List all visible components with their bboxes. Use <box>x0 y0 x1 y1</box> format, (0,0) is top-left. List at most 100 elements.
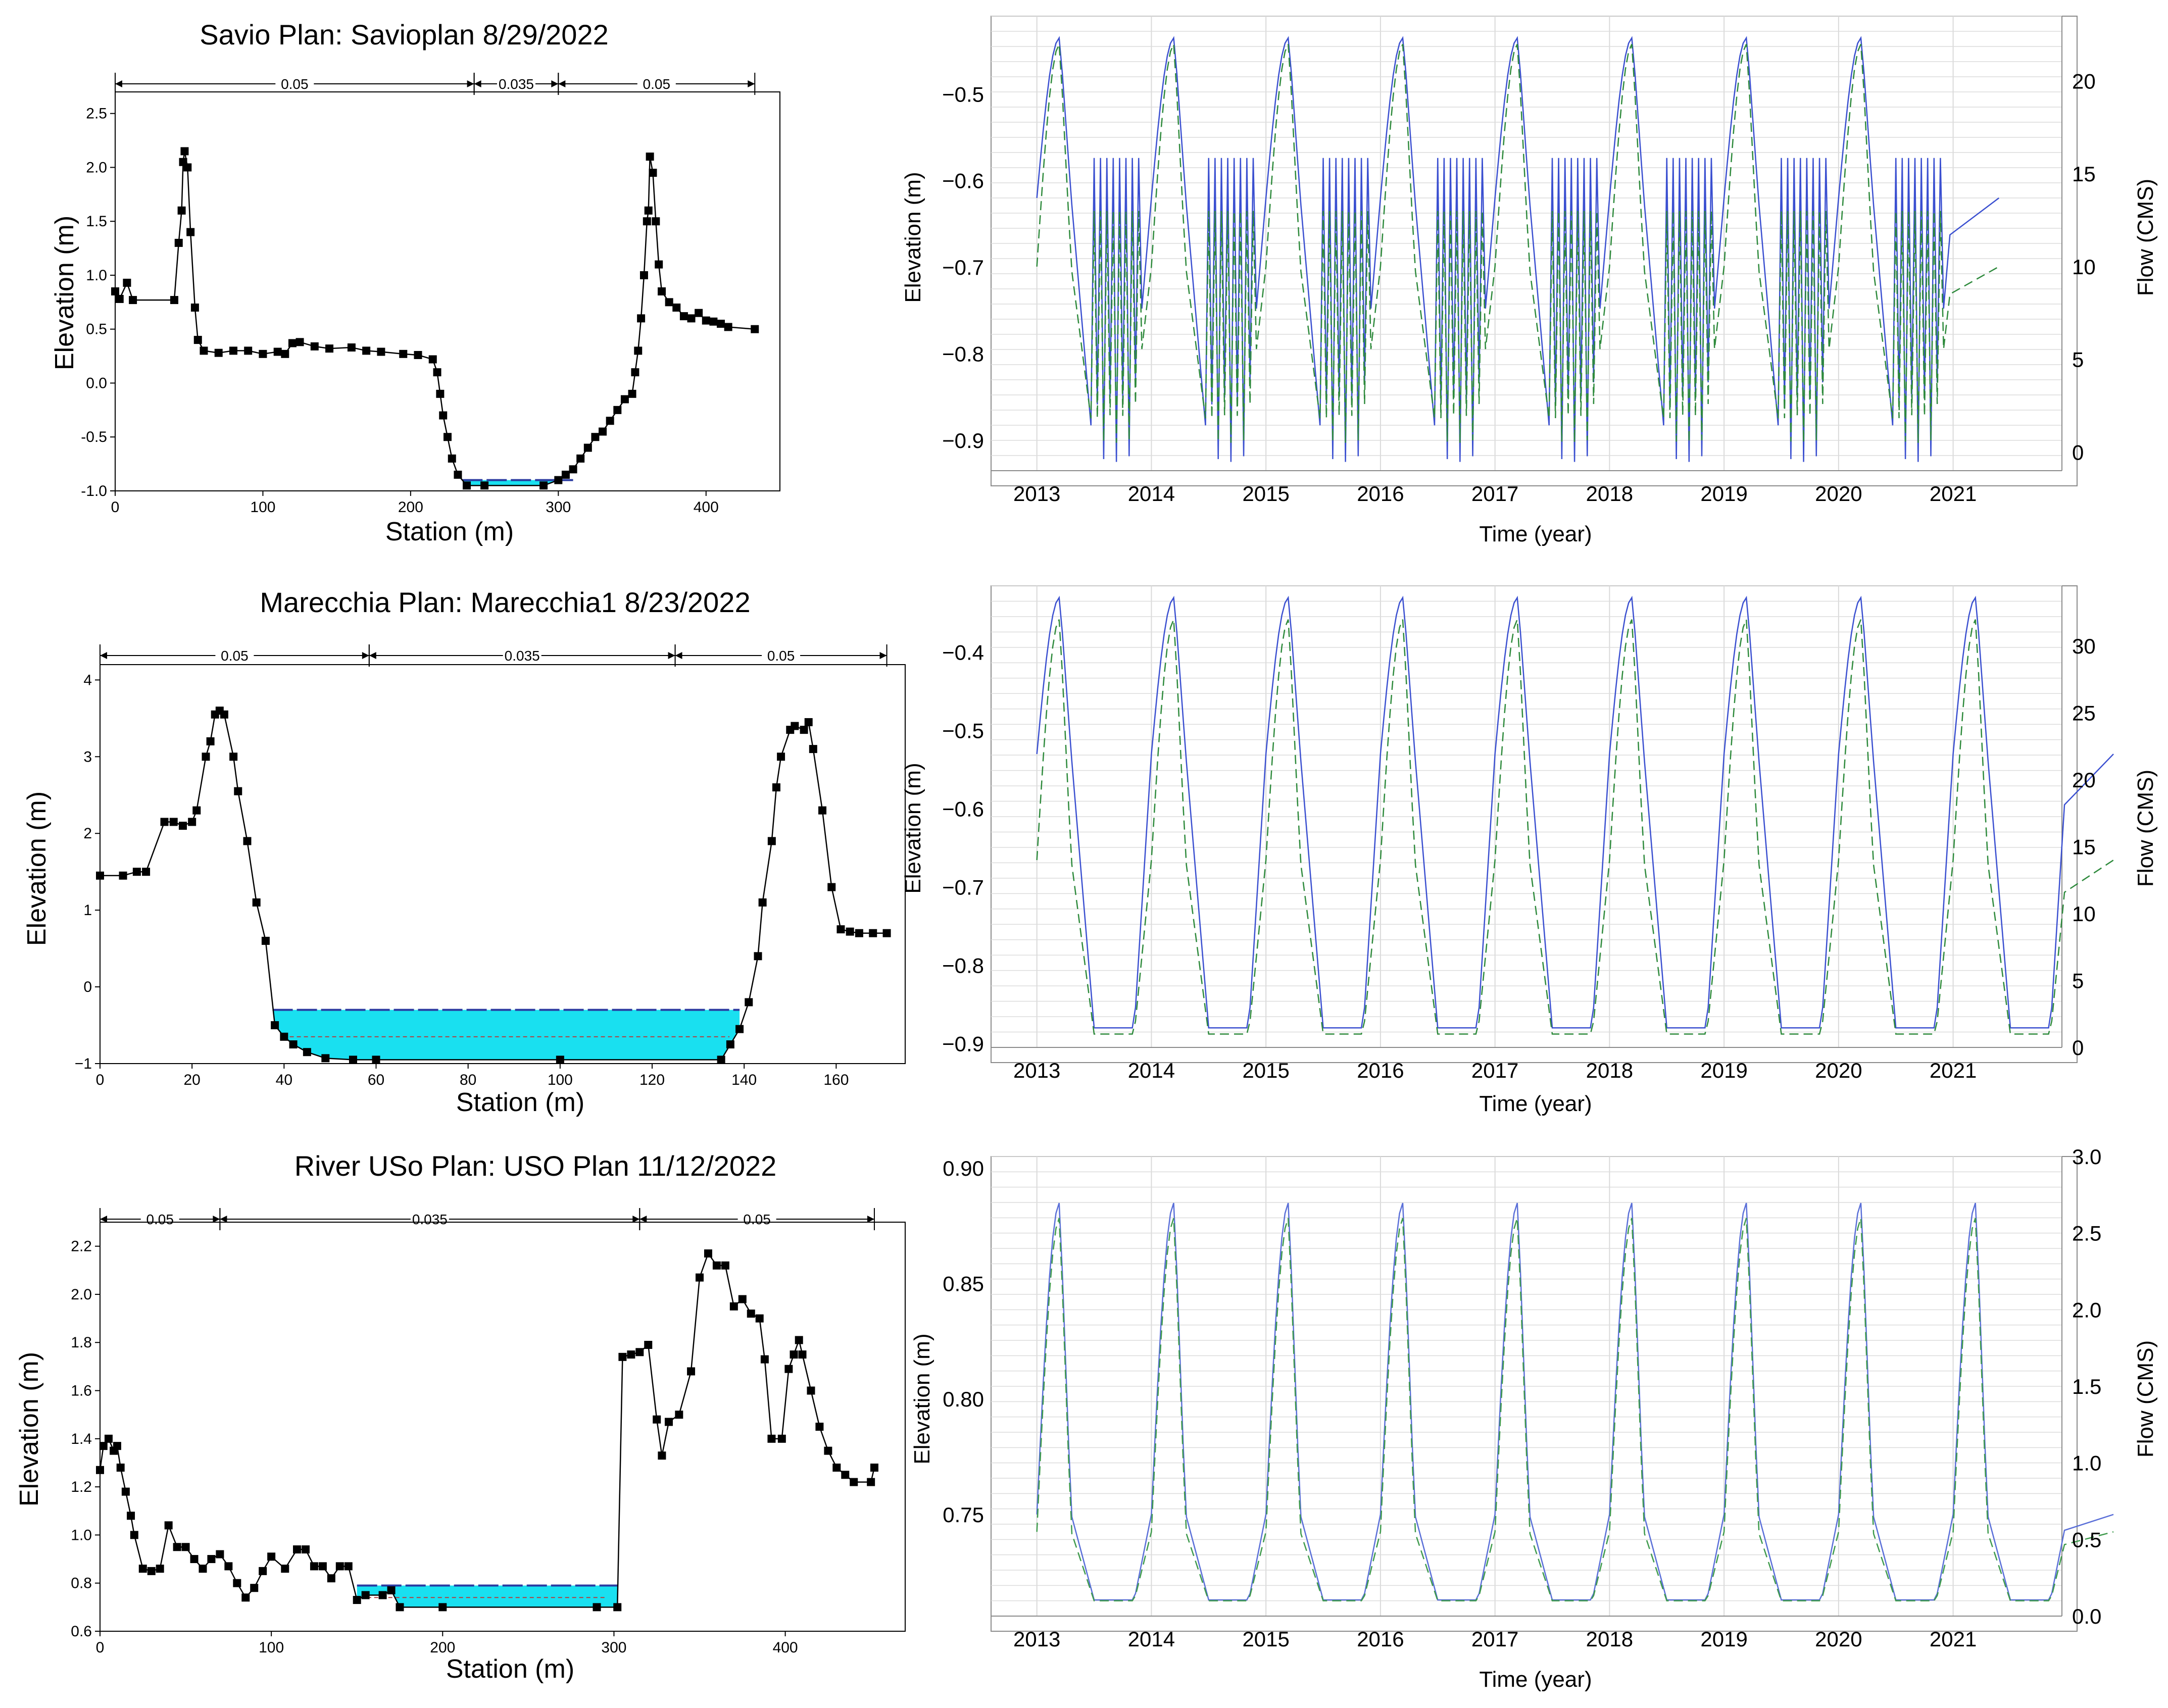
ts-uso-ylabel: Elevation (m) <box>910 1333 934 1464</box>
station-point <box>387 1586 396 1594</box>
xs-marecchia-manning: 0.05 0.035 0.05 <box>100 644 888 667</box>
manning-n-label: 0.05 <box>767 648 795 664</box>
station-point <box>295 338 304 346</box>
x-tick-label: 100 <box>548 1072 573 1088</box>
y2-tick-label: 15 <box>2072 162 2096 186</box>
station-point <box>428 355 437 364</box>
station-point <box>644 206 653 215</box>
y2-tick-label: 0 <box>2072 1036 2084 1060</box>
station-point <box>800 726 808 734</box>
y2-tick-label: 2.5 <box>2072 1222 2101 1245</box>
ts-savio-series <box>1036 36 2000 462</box>
xs-savio-panel: Savio Plan: Savioplan 8/29/2022 0.05 0.03… <box>50 19 780 546</box>
station-point <box>679 312 688 321</box>
station-point <box>130 1531 138 1539</box>
xs-savio-xlabel: Station (m) <box>385 517 514 546</box>
station-point <box>436 389 445 398</box>
station-point <box>554 476 563 484</box>
series-line-flow <box>1036 44 1999 443</box>
station-point <box>827 883 836 891</box>
station-point <box>173 1543 181 1551</box>
station-point <box>606 417 614 425</box>
station-point <box>869 929 877 937</box>
station-point <box>747 1310 755 1318</box>
y-tick-label: -1.0 <box>81 483 107 499</box>
station-point <box>250 1584 259 1592</box>
x-tick-label: 200 <box>398 499 423 516</box>
xs-uso-water <box>357 1584 618 1607</box>
y-tick-label: 0.8 <box>71 1575 92 1592</box>
x-tick-label: 400 <box>694 499 719 516</box>
x-tick-label: 400 <box>773 1639 798 1656</box>
station-point <box>798 1350 807 1359</box>
manning-arrowhead <box>100 1216 107 1223</box>
manning-arrowhead <box>879 652 887 659</box>
station-point <box>637 314 646 323</box>
manning-arrowhead <box>668 652 675 659</box>
station-point <box>229 346 237 355</box>
xs-savio-manning: 0.05 0.035 0.05 <box>115 73 756 95</box>
manning-n-label: 0.035 <box>499 76 534 92</box>
y-tick-label: −0.7 <box>942 256 984 279</box>
station-point <box>170 296 178 305</box>
x-tick-label: 2013 <box>1013 482 1060 506</box>
manning-label-bg <box>497 75 535 92</box>
y-tick-label: −0.6 <box>942 169 984 193</box>
manning-n-label: 0.05 <box>281 76 309 92</box>
station-point <box>709 317 718 326</box>
series-line-flow <box>1036 619 2114 1035</box>
station-point <box>104 1434 113 1443</box>
y-tick-label: −0.8 <box>942 953 984 977</box>
station-point <box>717 1056 725 1064</box>
ts-uso-series <box>1036 1202 2114 1601</box>
x-tick-label: 2020 <box>1815 1059 1862 1082</box>
ts-uso-panel: 2013 2014 2015 2016 2017 2018 2019 2020 2021 0.75… <box>910 1145 2158 1692</box>
station-point <box>702 316 710 325</box>
x-tick-label: 2020 <box>1815 482 1862 506</box>
y-tick-label: 0.85 <box>943 1272 984 1296</box>
x-tick-label: 2014 <box>1128 482 1175 506</box>
station-point <box>220 710 228 719</box>
station-point <box>712 1261 721 1270</box>
station-point <box>583 443 592 452</box>
station-point <box>119 871 127 880</box>
y-tick-label: 2 <box>83 825 92 842</box>
y2-tick-label: 15 <box>2072 835 2096 859</box>
y2-tick-label: 25 <box>2072 701 2096 725</box>
y-tick-label: 1.0 <box>86 267 107 284</box>
ts-marecchia-panel: 2013 2014 2015 2016 2017 2018 2019 2020 2021−0.9… <box>901 585 2158 1116</box>
ts-uso-xlabel: Time (year) <box>1479 1667 1592 1692</box>
station-point <box>818 806 827 815</box>
ts-savio-xlabel: Time (year) <box>1479 522 1592 546</box>
station-point <box>132 868 141 876</box>
station-point <box>207 1555 216 1564</box>
station-point <box>836 925 845 934</box>
station-point <box>620 395 629 404</box>
xs-marecchia-panel: Marecchia Plan: Marecchia1 8/23/2022 0.0… <box>22 586 906 1117</box>
station-point <box>259 1567 267 1575</box>
station-point <box>724 323 732 331</box>
ts-savio-panel: 2013 2014 2015 2016 2017 2018 2019 2020 2021−0.9… <box>901 16 2158 546</box>
station-point <box>754 952 762 961</box>
manning-arrowhead <box>100 652 107 659</box>
station-point <box>241 1593 250 1602</box>
xs-savio-title: Savio Plan: Savioplan 8/29/2022 <box>200 19 608 51</box>
station-point <box>252 898 261 907</box>
ts-marecchia-series <box>1036 595 2114 1035</box>
station-point <box>281 1565 289 1573</box>
station-point <box>726 1040 734 1049</box>
station-point <box>755 1314 764 1323</box>
water-area <box>272 1010 740 1060</box>
station-point <box>721 1261 729 1270</box>
xs-marecchia-water <box>272 1009 740 1060</box>
station-point <box>116 1464 125 1472</box>
station-point <box>631 368 639 377</box>
y2-tick-label: 3.0 <box>2072 1145 2101 1169</box>
manning-n-label: 0.035 <box>412 1212 448 1227</box>
y2-tick-label: 0.0 <box>2072 1604 2101 1628</box>
station-point <box>224 1562 233 1571</box>
manning-arrowhead <box>474 80 481 87</box>
station-point <box>414 350 422 359</box>
station-point <box>433 368 441 377</box>
station-point <box>121 1487 130 1496</box>
